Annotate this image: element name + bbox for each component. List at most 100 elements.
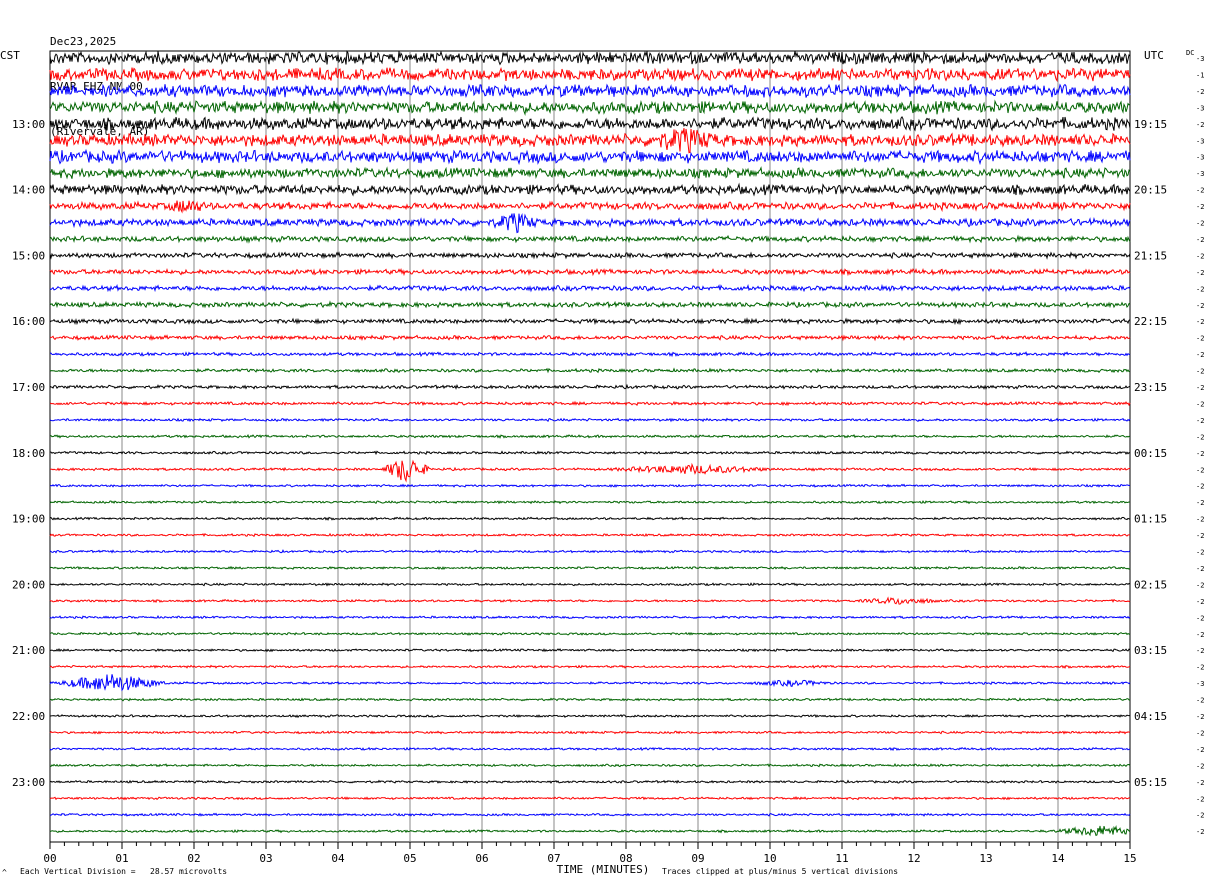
right-hour-label: 00:15	[1134, 447, 1167, 460]
left-timezone-label: CST	[0, 49, 20, 62]
dc-offset-label: -1	[1196, 71, 1204, 79]
trace-row	[49, 450, 1131, 456]
trace-row	[49, 317, 1131, 326]
x-tick-label: 04	[331, 852, 345, 865]
right-hour-label: 02:15	[1134, 578, 1167, 591]
trace-row	[49, 99, 1131, 117]
trace-row	[49, 648, 1131, 653]
right-hour-label: 21:15	[1134, 249, 1167, 262]
dc-offset-label: -2	[1196, 384, 1204, 392]
trace-row	[49, 664, 1131, 669]
plot-frame	[49, 50, 1131, 843]
dc-offset-label: -2	[1196, 88, 1204, 96]
trace-row	[49, 713, 1131, 719]
left-hour-label: 15:00	[12, 249, 45, 262]
x-tick-label: 10	[763, 852, 776, 865]
dc-offset-label: -2	[1196, 335, 1204, 343]
x-tick-label: 03	[259, 852, 272, 865]
trace-row	[49, 516, 1131, 521]
trace-row	[49, 400, 1131, 407]
right-hour-label: 23:15	[1134, 381, 1167, 394]
left-hour-label: 23:00	[12, 776, 45, 789]
dc-offset-label: -2	[1196, 450, 1204, 458]
trace-row	[49, 213, 1131, 234]
clip-note: Traces clipped at plus/minus 5 vertical …	[662, 867, 899, 876]
dc-offset-label: -3	[1196, 104, 1204, 112]
x-tick-label: 12	[907, 852, 920, 865]
x-tick-label: 07	[547, 852, 560, 865]
dc-offset-label: -2	[1196, 121, 1204, 129]
dc-offset-label: -2	[1196, 252, 1204, 260]
dc-offset-label: -2	[1196, 483, 1204, 491]
dc-offset-label: -2	[1196, 828, 1204, 836]
left-hour-label: 16:00	[12, 315, 45, 328]
dc-offset-label: -3	[1196, 170, 1204, 178]
x-tick-label: 01	[115, 852, 128, 865]
right-hour-label: 05:15	[1134, 776, 1167, 789]
trace-row	[49, 200, 1131, 214]
trace-row	[49, 251, 1131, 260]
trace-row	[49, 779, 1131, 784]
dc-offset-label: -2	[1196, 466, 1204, 474]
x-tick-label: 14	[1051, 852, 1065, 865]
dc-offset-label: -2	[1196, 598, 1204, 606]
right-hour-label: 04:15	[1134, 710, 1167, 723]
dc-offset-label: -2	[1196, 368, 1204, 376]
dc-offset-label: -3	[1196, 55, 1204, 63]
x-tick-label: 00	[43, 852, 56, 865]
trace-row	[49, 383, 1131, 390]
dc-offset-label: -2	[1196, 203, 1204, 211]
trace-row	[49, 483, 1131, 488]
dc-offset-label: -2	[1196, 351, 1204, 359]
trace-row	[49, 532, 1130, 538]
trace-row	[49, 182, 1131, 197]
dc-offset-label: -2	[1196, 779, 1204, 787]
dc-offset-label: -2	[1196, 746, 1204, 754]
right-hour-label: 22:15	[1134, 315, 1167, 328]
dc-offset-label: -2	[1196, 269, 1204, 277]
x-tick-label: 05	[403, 852, 416, 865]
trace-row	[50, 459, 1131, 483]
dc-offset-label: -2	[1196, 236, 1204, 244]
x-tick-label: 15	[1123, 852, 1136, 865]
trace-row	[49, 674, 1131, 692]
trace-row	[49, 697, 1131, 702]
x-tick-label: 06	[475, 852, 488, 865]
trace-row	[49, 334, 1131, 342]
dc-offset-label: -2	[1196, 318, 1204, 326]
dc-offset-label: -2	[1196, 812, 1204, 820]
trace-row	[49, 763, 1131, 768]
trace-row	[49, 283, 1131, 293]
trace-row	[49, 234, 1131, 244]
dc-offset-label: -2	[1196, 549, 1204, 557]
trace-row	[49, 83, 1131, 99]
dc-offset-label: -2	[1196, 664, 1204, 672]
dc-offset-label: -2	[1196, 302, 1204, 310]
trace-row	[49, 825, 1131, 837]
trace-row	[49, 128, 1131, 154]
dc-offset-label: -2	[1196, 729, 1204, 737]
trace-row	[49, 67, 1131, 83]
left-hour-label: 19:00	[12, 513, 45, 526]
trace-row	[49, 115, 1131, 132]
dc-offset-label: -2	[1196, 417, 1204, 425]
dc-offset-label: -3	[1196, 680, 1204, 688]
x-tick-label: 08	[619, 852, 632, 865]
trace-row	[49, 50, 1131, 66]
left-hour-label: 21:00	[12, 644, 45, 657]
dc-offset-label: -2	[1196, 187, 1204, 195]
date-label: Dec23,2025	[50, 35, 117, 48]
trace-row	[49, 615, 1131, 620]
trace-row	[49, 351, 1131, 358]
trace-row	[49, 433, 1131, 439]
x-tick-label: 09	[691, 852, 704, 865]
trace-row	[49, 500, 1131, 505]
dc-offset-label: -2	[1196, 614, 1204, 622]
trace-row	[49, 746, 1131, 752]
dc-offset-label: -2	[1196, 433, 1204, 441]
dc-offset-label: -2	[1196, 499, 1204, 507]
dc-offset-label: -2	[1196, 647, 1204, 655]
dc-offset-label: -2	[1196, 532, 1204, 540]
dc-offset-label: -2	[1196, 400, 1204, 408]
dc-offset-label: -3	[1196, 137, 1204, 145]
